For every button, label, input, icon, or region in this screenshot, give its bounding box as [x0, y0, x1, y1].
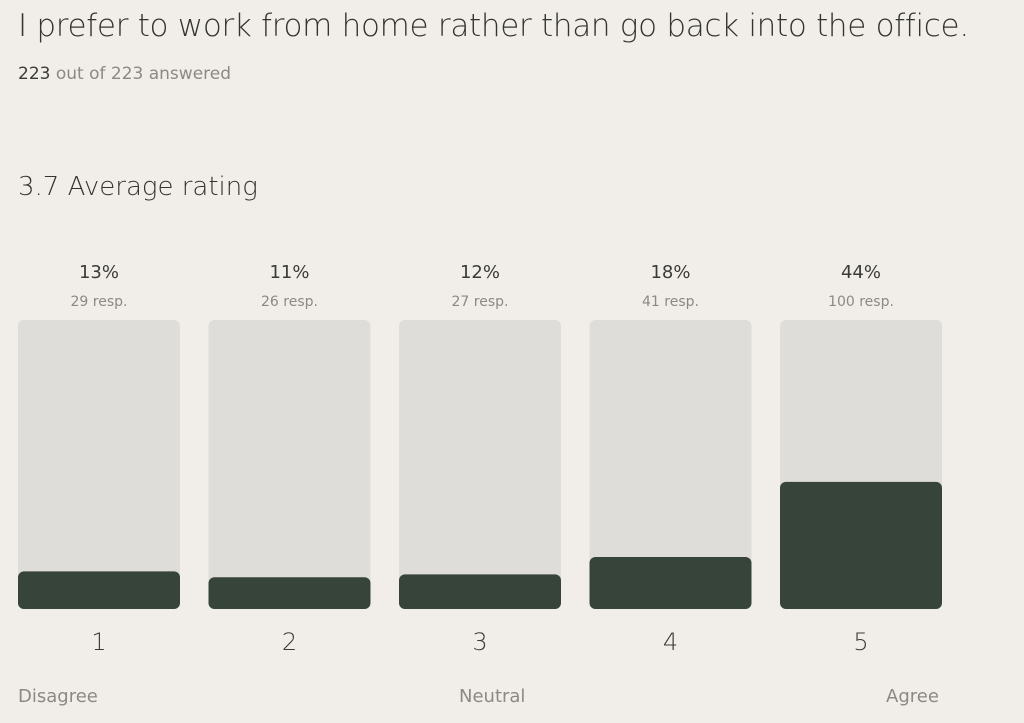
scale-label-disagree: Disagree [18, 686, 98, 707]
response-label: 27 resp. [452, 294, 509, 310]
bar-group-4: 18% 41 resp. 4 [589, 262, 752, 656]
question-title: I prefer to work from home rather than g… [18, 8, 969, 44]
scale-label-agree: Agree [886, 686, 939, 707]
response-label: 41 resp. [642, 294, 699, 310]
percent-label: 11% [269, 262, 309, 283]
bar-group-1: 13% 29 resp. 1 [18, 262, 180, 656]
bar-fill [780, 481, 942, 609]
bar-group-3: 12% 27 resp. 3 [399, 262, 561, 656]
bar-fill [208, 577, 371, 609]
response-label: 26 resp. [261, 294, 318, 310]
answered-suffix: out of 223 answered [55, 64, 232, 84]
category-label: 5 [853, 628, 868, 656]
response-label: 100 resp. [828, 294, 894, 310]
average-rating: 3.7 Average rating [18, 172, 258, 202]
category-label: 3 [472, 628, 487, 656]
bar-group-2: 11% 26 resp. 2 [208, 262, 371, 656]
bar-group-5: 44% 100 resp. 5 [780, 262, 942, 656]
bar-fill [399, 574, 561, 609]
bar-fill [589, 556, 752, 609]
bar-track [399, 320, 561, 609]
bar-fill [18, 571, 180, 609]
answered-count: 223 out of 223 answered [18, 64, 231, 84]
percent-label: 13% [79, 262, 119, 283]
category-label: 1 [91, 628, 106, 656]
category-label: 2 [282, 628, 297, 656]
percent-label: 12% [460, 262, 500, 283]
answered-number: 223 [18, 64, 51, 84]
percent-label: 18% [650, 262, 690, 283]
percent-label: 44% [841, 262, 881, 283]
category-label: 4 [663, 628, 678, 656]
rating-bar-chart: 13% 29 resp. 1 11% 26 resp. 2 12% 27 resp. 3 18% 4… [18, 262, 942, 656]
bar-track [208, 320, 371, 609]
scale-label-neutral: Neutral [459, 686, 526, 707]
response-label: 29 resp. [71, 294, 128, 310]
bar-track [18, 320, 180, 609]
bar-track [589, 320, 752, 609]
